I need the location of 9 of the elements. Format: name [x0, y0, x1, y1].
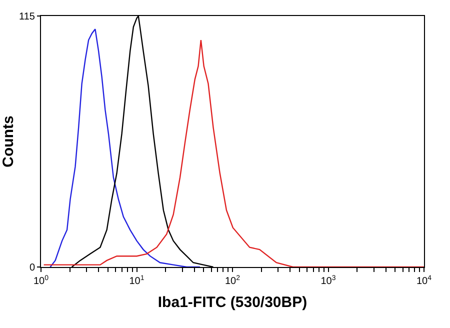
x-tick-label: 10$^{4}$ — [416, 274, 432, 287]
x-tick-label: 10$^{0}$ — [33, 274, 49, 287]
x-axis-title: Iba1-FITC (530/30BP) — [158, 294, 308, 311]
x-tick-label: 10$^{1}$ — [129, 274, 144, 287]
y-axis-title: Counts — [0, 116, 17, 168]
x-tick-label: 10$^{3}$ — [320, 274, 336, 287]
y-tick-label: 115 — [19, 12, 36, 22]
y-tick-label: 0 — [29, 262, 36, 274]
x-tick-label: 10$^{2}$ — [224, 274, 240, 287]
